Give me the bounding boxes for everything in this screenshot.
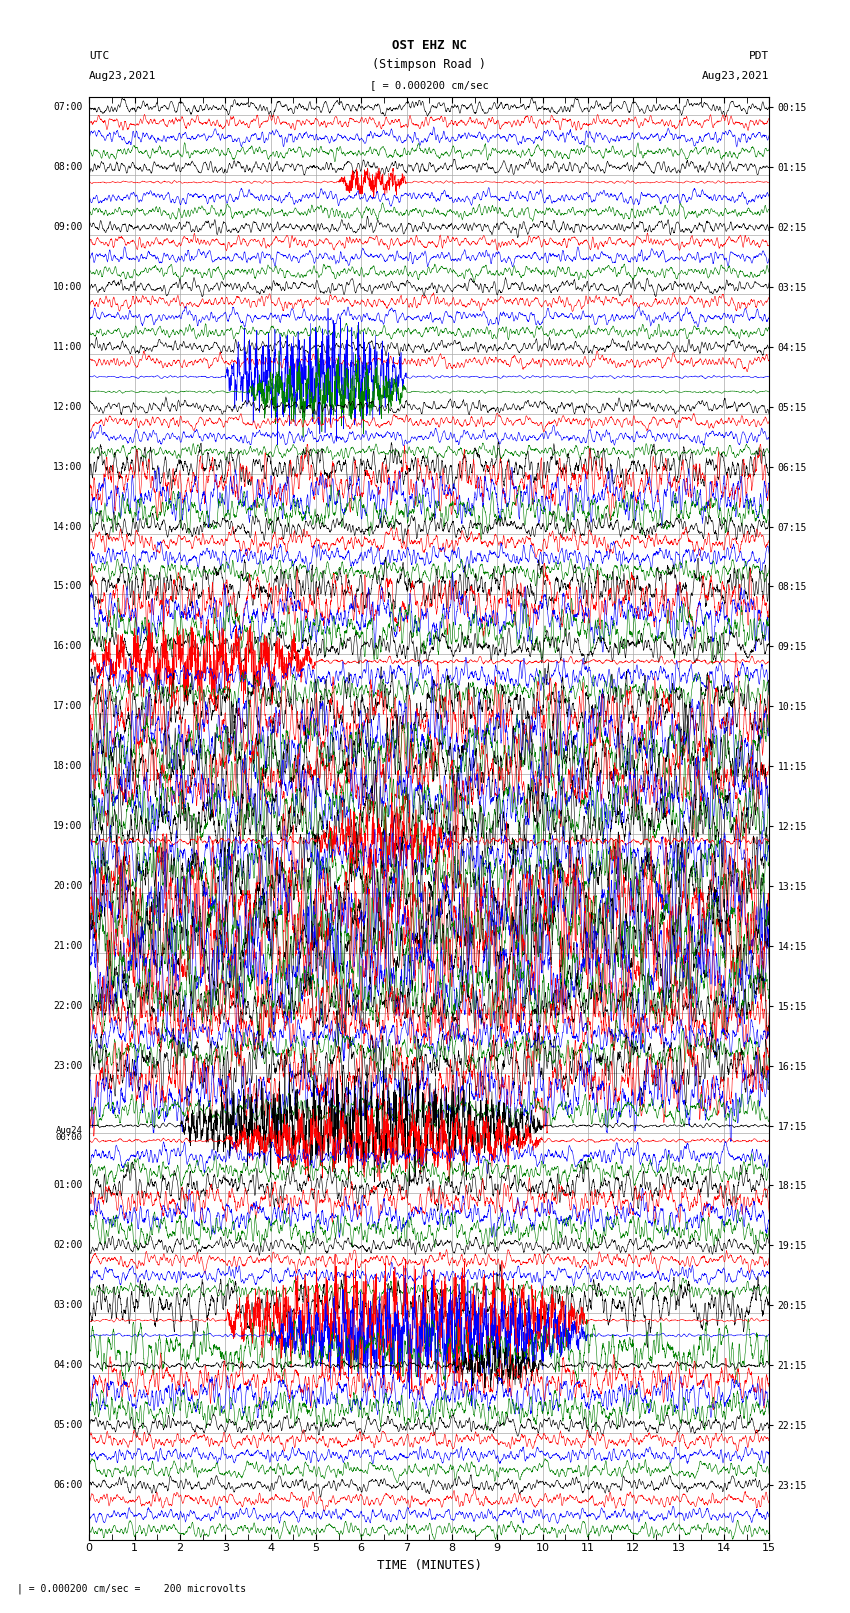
Text: 08:00: 08:00 bbox=[53, 163, 82, 173]
Text: OST EHZ NC: OST EHZ NC bbox=[392, 39, 467, 52]
Text: 21:00: 21:00 bbox=[53, 940, 82, 952]
Text: 11:00: 11:00 bbox=[53, 342, 82, 352]
Text: Aug23,2021: Aug23,2021 bbox=[702, 71, 769, 81]
Text: | = 0.000200 cm/sec =    200 microvolts: | = 0.000200 cm/sec = 200 microvolts bbox=[17, 1582, 246, 1594]
Text: 00:00: 00:00 bbox=[55, 1132, 82, 1142]
Text: 13:00: 13:00 bbox=[53, 461, 82, 471]
Text: 07:00: 07:00 bbox=[53, 102, 82, 113]
Text: 19:00: 19:00 bbox=[53, 821, 82, 831]
Text: 22:00: 22:00 bbox=[53, 1000, 82, 1011]
Text: 04:00: 04:00 bbox=[53, 1360, 82, 1369]
Text: 20:00: 20:00 bbox=[53, 881, 82, 890]
Text: 16:00: 16:00 bbox=[53, 642, 82, 652]
Text: 23:00: 23:00 bbox=[53, 1061, 82, 1071]
Text: 03:00: 03:00 bbox=[53, 1300, 82, 1310]
Text: 14:00: 14:00 bbox=[53, 521, 82, 532]
Text: 05:00: 05:00 bbox=[53, 1419, 82, 1431]
Text: 02:00: 02:00 bbox=[53, 1240, 82, 1250]
Text: 10:00: 10:00 bbox=[53, 282, 82, 292]
Text: 01:00: 01:00 bbox=[53, 1181, 82, 1190]
Text: (Stimpson Road ): (Stimpson Road ) bbox=[372, 58, 486, 71]
Text: [ = 0.000200 cm/sec: [ = 0.000200 cm/sec bbox=[370, 81, 489, 90]
Text: Aug24: Aug24 bbox=[55, 1126, 82, 1134]
Text: 09:00: 09:00 bbox=[53, 223, 82, 232]
Text: 12:00: 12:00 bbox=[53, 402, 82, 411]
Text: UTC: UTC bbox=[89, 52, 110, 61]
Text: Aug23,2021: Aug23,2021 bbox=[89, 71, 156, 81]
X-axis label: TIME (MINUTES): TIME (MINUTES) bbox=[377, 1558, 482, 1571]
Text: 15:00: 15:00 bbox=[53, 581, 82, 592]
Text: PDT: PDT bbox=[749, 52, 769, 61]
Text: 06:00: 06:00 bbox=[53, 1481, 82, 1490]
Text: 18:00: 18:00 bbox=[53, 761, 82, 771]
Text: 17:00: 17:00 bbox=[53, 702, 82, 711]
